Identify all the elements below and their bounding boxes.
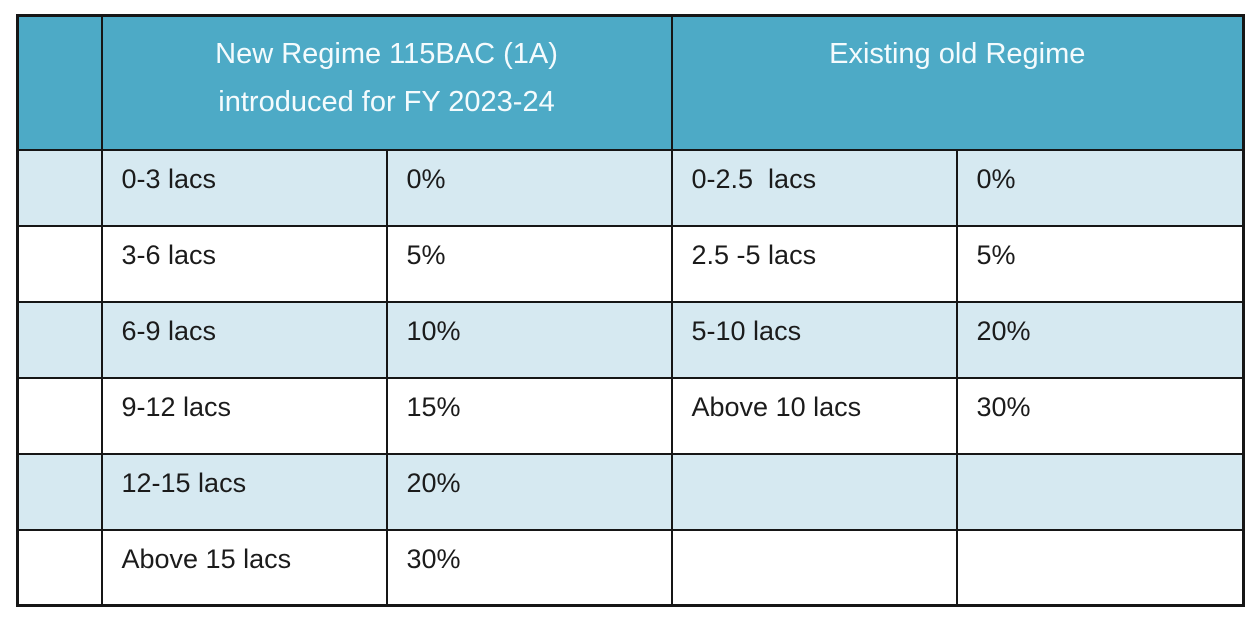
tax-comparison-table: New Regime 115BAC (1A) introduced for FY… — [16, 14, 1246, 607]
cell-old-slab: 5-10 lacs — [670, 300, 958, 379]
cell-old-rate: 5% — [955, 224, 1245, 303]
table-row: 3-6 lacs 5% 2.5 -5 lacs 5% — [16, 224, 1245, 303]
cell-new-rate: 30% — [385, 528, 673, 607]
cell-new-slab: 0-3 lacs — [100, 148, 388, 227]
cell-new-rate: 0% — [385, 148, 673, 227]
table-row: 9-12 lacs 15% Above 10 lacs 30% — [16, 376, 1245, 455]
cell-old-rate — [955, 528, 1245, 607]
header-corner-cell — [16, 14, 103, 151]
cell-old-rate: 30% — [955, 376, 1245, 455]
cell-new-rate: 5% — [385, 224, 673, 303]
cell-new-slab: 9-12 lacs — [100, 376, 388, 455]
header-new-regime-line1: New Regime 115BAC (1A) — [215, 38, 558, 70]
table-row: Above 15 lacs 30% — [16, 528, 1245, 607]
cell-old-rate — [955, 452, 1245, 531]
header-new-regime-line2: introduced for FY 2023-24 — [218, 86, 555, 118]
table-row: 12-15 lacs 20% — [16, 452, 1245, 531]
cell-new-slab: 12-15 lacs — [100, 452, 388, 531]
cell-old-rate: 20% — [955, 300, 1245, 379]
row-corner-cell — [16, 376, 103, 455]
row-corner-cell — [16, 224, 103, 303]
cell-old-slab: 0-2.5 lacs — [670, 148, 958, 227]
cell-new-rate: 15% — [385, 376, 673, 455]
cell-old-slab — [670, 452, 958, 531]
cell-new-slab: 6-9 lacs — [100, 300, 388, 379]
table-header-row: New Regime 115BAC (1A) introduced for FY… — [16, 14, 1245, 151]
row-corner-cell — [16, 528, 103, 607]
cell-new-slab: Above 15 lacs — [100, 528, 388, 607]
cell-old-slab — [670, 528, 958, 607]
header-old-regime: Existing old Regime — [670, 14, 1245, 151]
row-corner-cell — [16, 148, 103, 227]
header-old-regime-label: Existing old Regime — [829, 38, 1086, 70]
header-new-regime: New Regime 115BAC (1A) introduced for FY… — [100, 14, 673, 151]
cell-old-slab: Above 10 lacs — [670, 376, 958, 455]
cell-new-slab: 3-6 lacs — [100, 224, 388, 303]
row-corner-cell — [16, 452, 103, 531]
cell-new-rate: 10% — [385, 300, 673, 379]
cell-old-slab: 2.5 -5 lacs — [670, 224, 958, 303]
row-corner-cell — [16, 300, 103, 379]
table-row: 0-3 lacs 0% 0-2.5 lacs 0% — [16, 148, 1245, 227]
cell-old-rate: 0% — [955, 148, 1245, 227]
table-row: 6-9 lacs 10% 5-10 lacs 20% — [16, 300, 1245, 379]
cell-new-rate: 20% — [385, 452, 673, 531]
